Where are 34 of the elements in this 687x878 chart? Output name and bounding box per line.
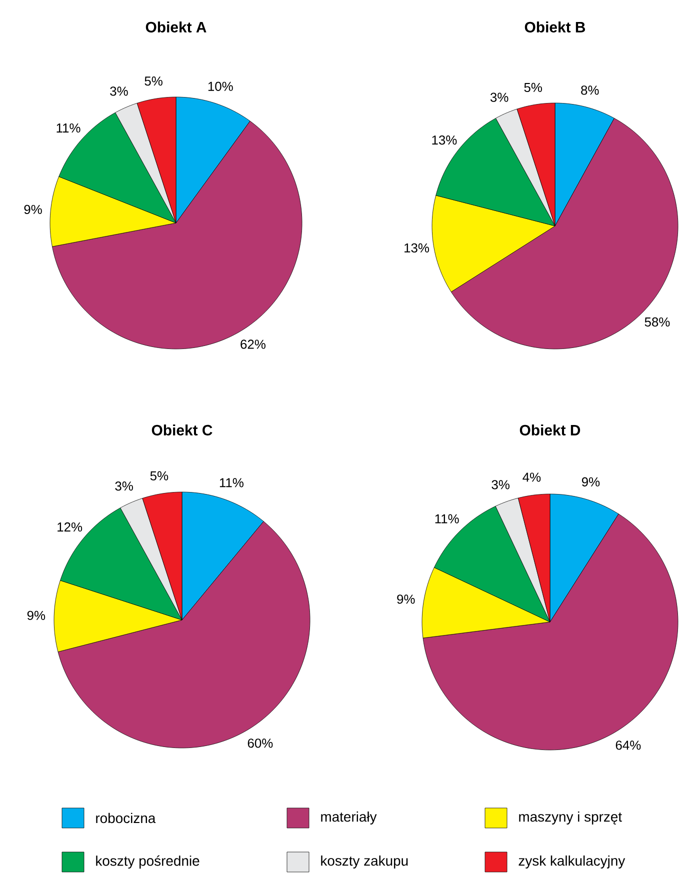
data-label: 4%: [522, 472, 541, 482]
data-label: 8%: [581, 86, 599, 95]
data-label: 11%: [220, 478, 244, 488]
legend-label: maszyny i sprzęt: [519, 811, 622, 824]
data-label: 12%: [58, 522, 82, 532]
chart-title: Obiekt C: [152, 424, 212, 436]
chart-title: Obiekt A: [146, 21, 206, 32]
data-label: 9%: [397, 594, 415, 604]
data-label: 3%: [115, 481, 133, 491]
chart-title: Obiekt B: [524, 22, 586, 32]
data-label: 13%: [404, 243, 430, 253]
data-label: 62%: [240, 340, 266, 349]
data-label: 9%: [582, 477, 600, 486]
legend-label: koszty zakupu: [321, 856, 408, 868]
data-label: 58%: [644, 317, 670, 327]
data-label: 3%: [492, 480, 510, 490]
data-label: 11%: [56, 123, 80, 133]
data-label: 5%: [524, 82, 542, 92]
legend-label: materiały: [321, 811, 377, 824]
data-label: 5%: [144, 76, 162, 86]
data-label: 3%: [490, 92, 508, 102]
legend-label: koszty pośrednie: [96, 855, 200, 869]
data-label: 10%: [208, 82, 233, 91]
data-label: 64%: [616, 740, 641, 750]
data-label: 9%: [27, 610, 46, 620]
data-label: 9%: [24, 204, 42, 214]
data-label: 5%: [150, 471, 168, 480]
legend-label: zysk kalkulacyjny: [518, 856, 626, 868]
data-label: 60%: [248, 738, 273, 748]
chart-title: Obiekt D: [520, 424, 580, 436]
legend-label: robocizna: [96, 812, 156, 824]
data-label: 3%: [110, 86, 128, 96]
data-label: 13%: [432, 135, 457, 145]
data-label: 11%: [435, 514, 459, 524]
